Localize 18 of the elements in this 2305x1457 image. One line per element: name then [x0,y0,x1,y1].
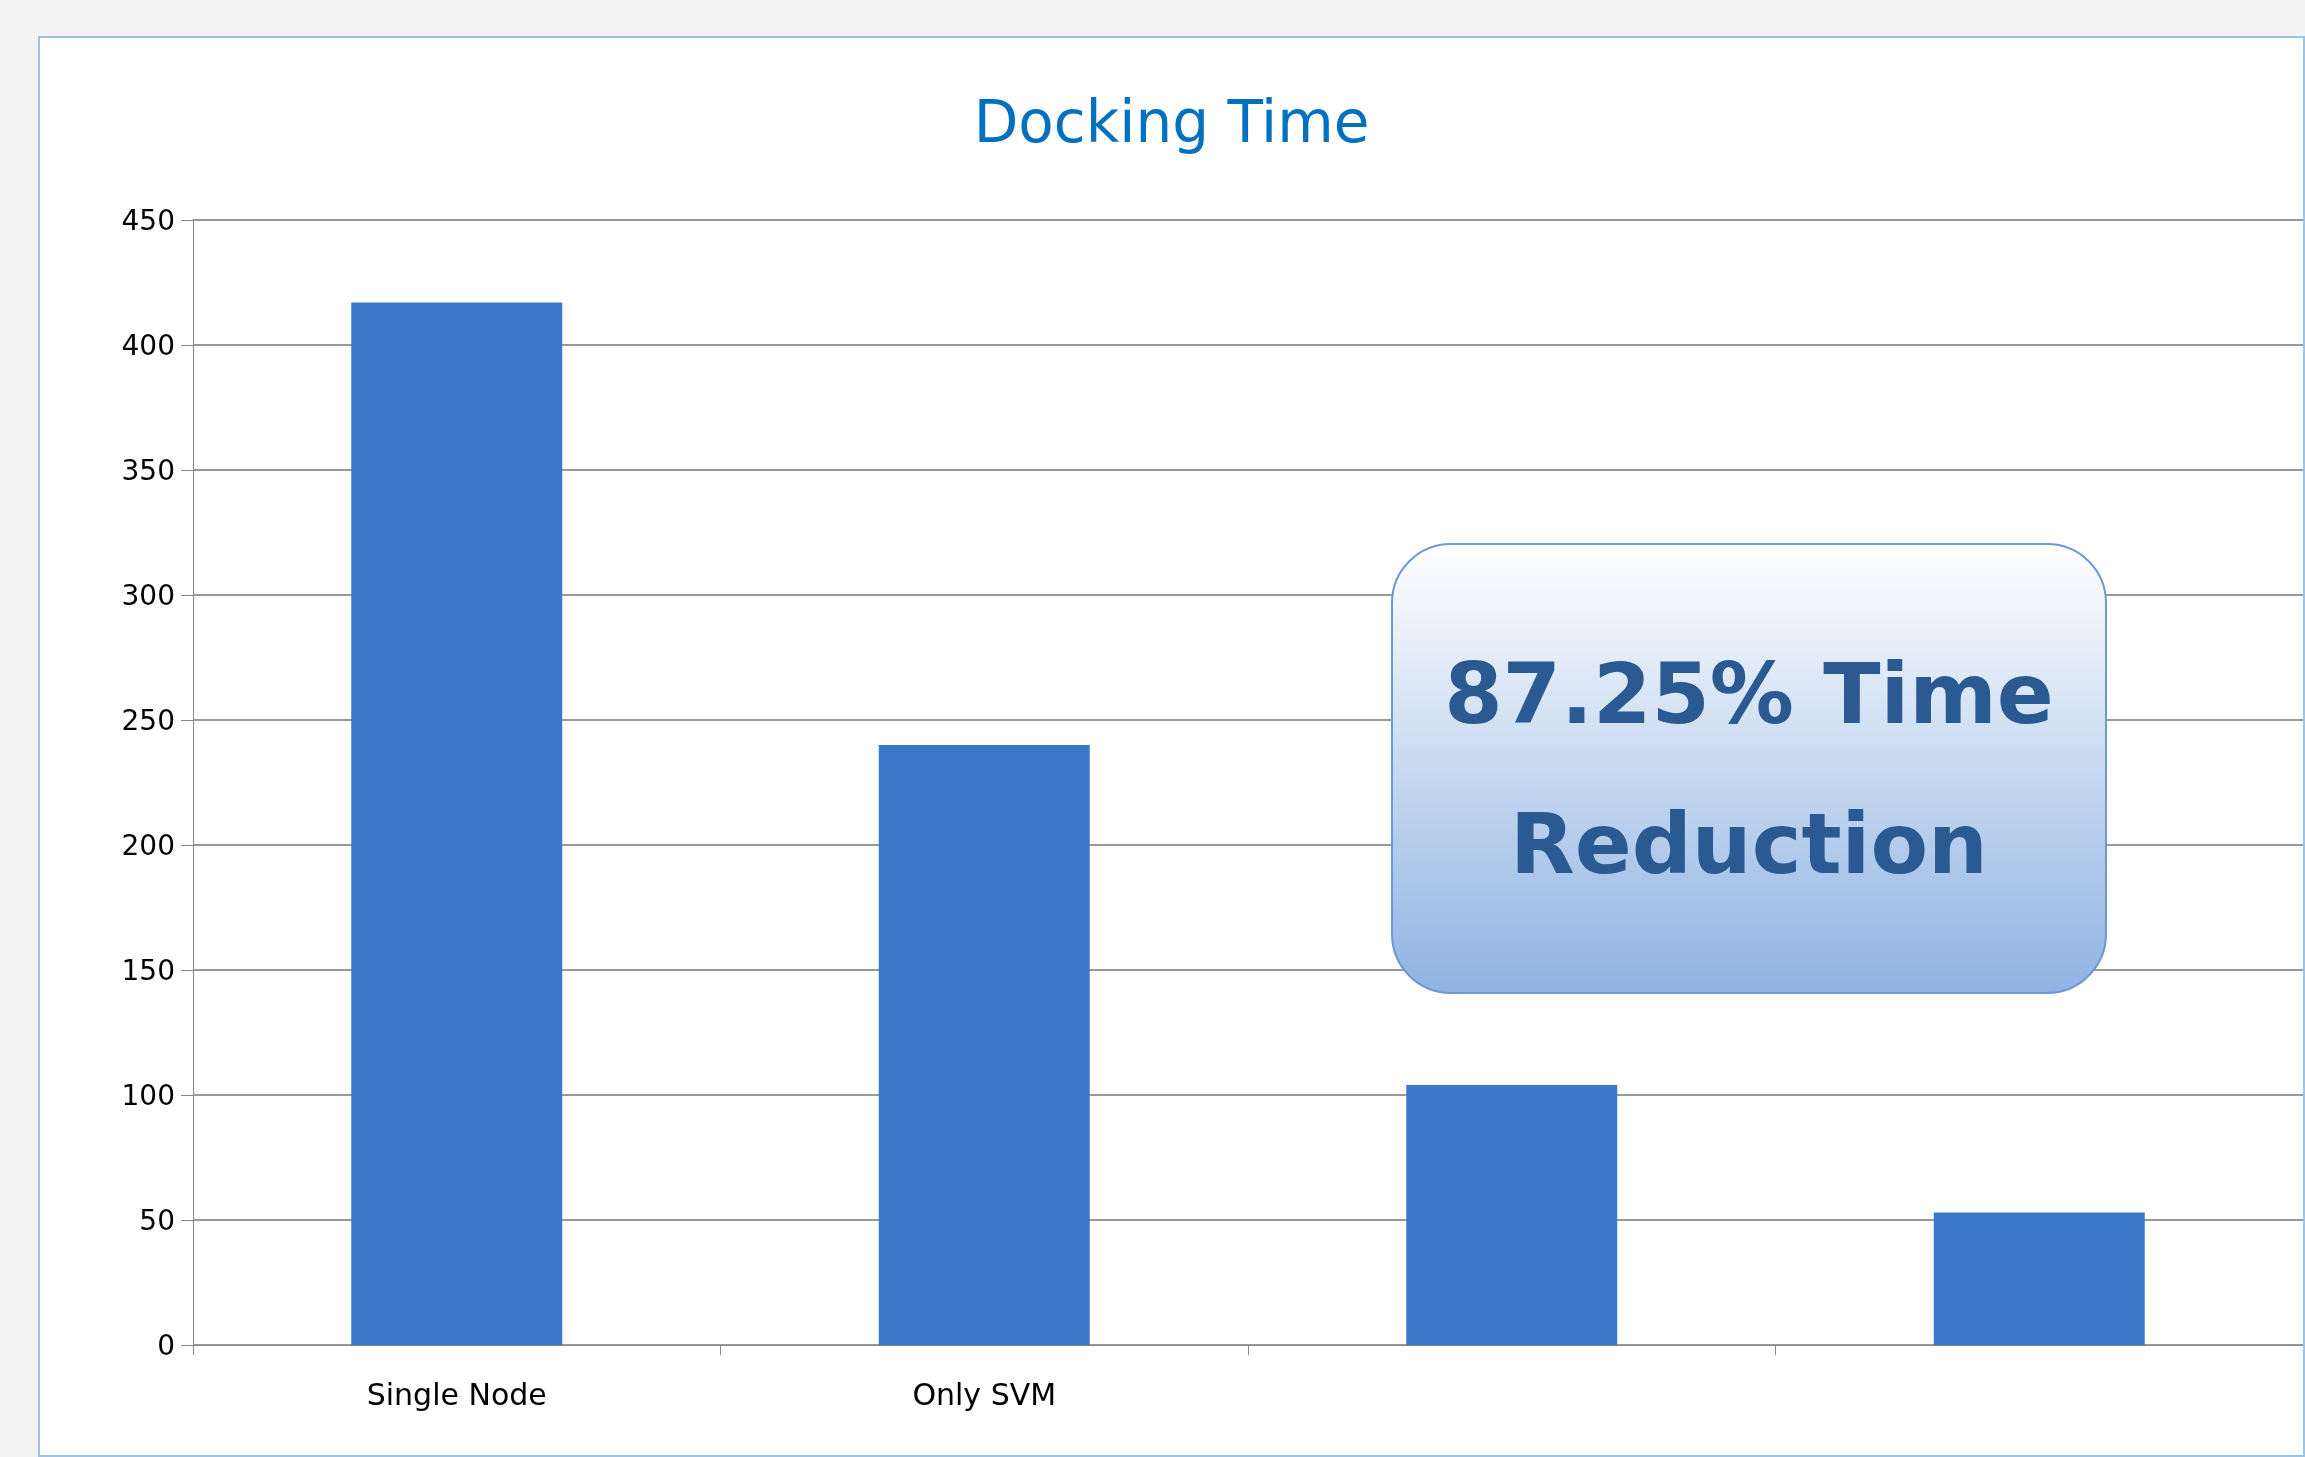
bar [878,745,1090,1345]
y-tick-label: 350 [121,453,175,487]
y-tick-label: 50 [139,1203,175,1237]
y-tick-label: 450 [121,203,175,237]
bar [351,302,563,1345]
y-tick-label: 150 [121,953,175,987]
y-tick-label: 200 [121,828,175,862]
x-tick-label: Single Node [366,1376,547,1412]
annotation: 87.25% Time Reduction [1443,643,2055,895]
y-tick-label: 100 [121,1078,175,1112]
bar [1406,1085,1618,1345]
y-tick-label: 300 [121,578,175,612]
chart-title: Docking Time [973,88,1370,156]
bar [1933,1212,2145,1345]
y-tick-label: 250 [121,703,175,737]
y-tick-label: 400 [121,328,175,362]
x-tick-label: Only SVM [912,1376,1057,1412]
y-tick-label: 0 [157,1328,175,1362]
